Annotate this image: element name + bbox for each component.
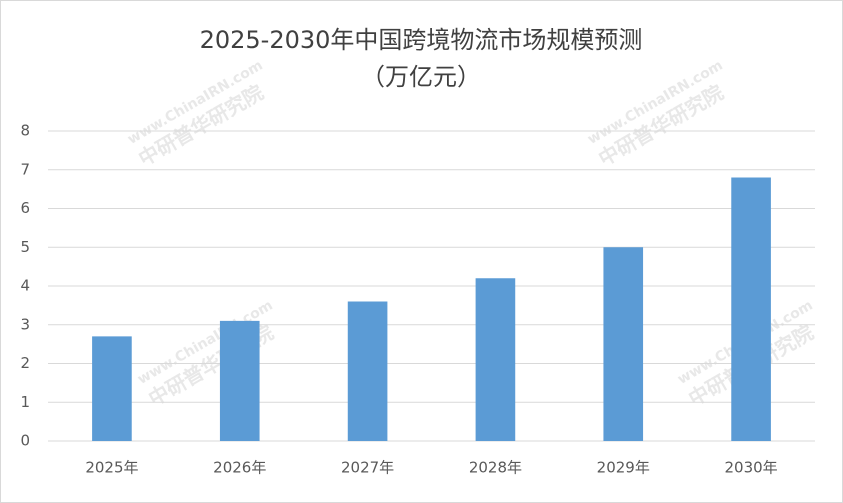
y-tick-label: 6 [20, 199, 30, 217]
chart-subtitle: （万亿元） [361, 63, 481, 91]
x-tick-label: 2029年 [597, 459, 650, 477]
bar [475, 278, 516, 441]
bar [92, 336, 132, 441]
x-tick-label: 2025年 [85, 459, 138, 477]
chart-title: 2025-2030年中国跨境物流市场规模预测 [200, 26, 643, 54]
y-tick-label: 8 [20, 122, 30, 140]
y-tick-label: 0 [20, 432, 30, 450]
y-tick-label: 1 [20, 393, 30, 411]
y-tick-label: 2 [20, 354, 30, 372]
x-tick-label: 2027年 [341, 459, 394, 477]
y-tick-label: 4 [20, 277, 30, 295]
bar [603, 247, 644, 441]
x-tick-label: 2030年 [724, 459, 777, 477]
x-tick-label: 2026年 [213, 459, 266, 477]
y-tick-label: 7 [20, 160, 30, 178]
bar [219, 320, 260, 441]
y-tick-label: 3 [20, 315, 30, 333]
bar [347, 301, 388, 441]
x-tick-label: 2028年 [469, 459, 522, 477]
bar [731, 177, 771, 441]
y-tick-label: 5 [20, 238, 30, 256]
